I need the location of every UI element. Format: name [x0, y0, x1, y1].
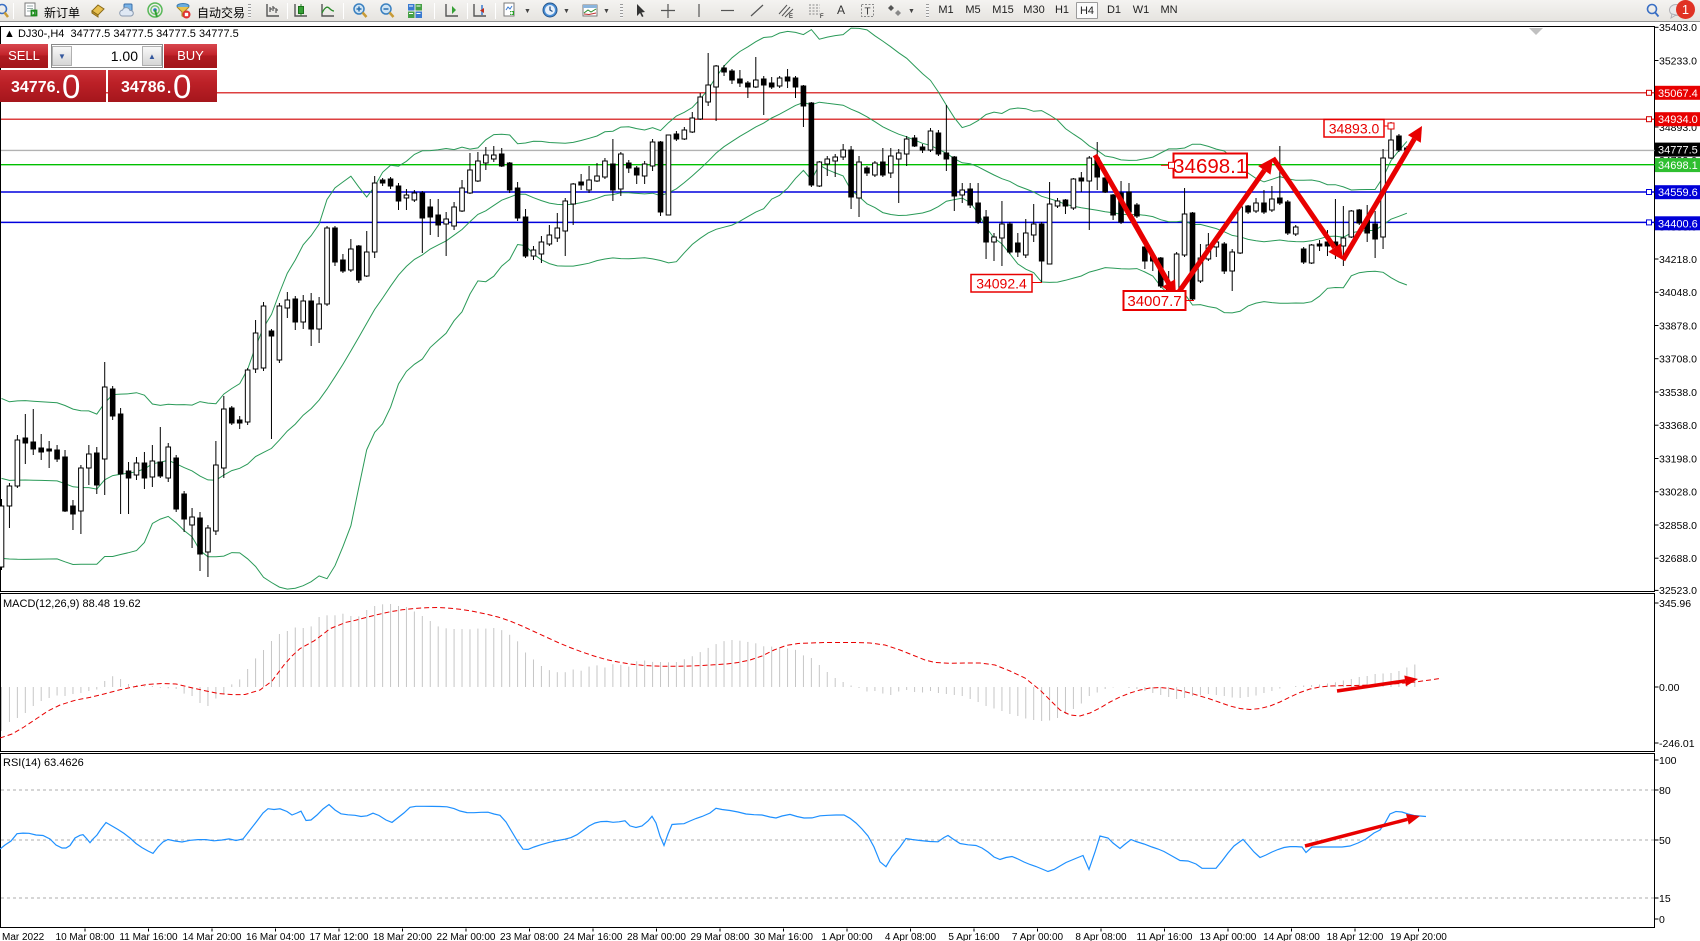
- svg-text:34400.6: 34400.6: [1658, 218, 1698, 230]
- svg-text:23 Mar 08:00: 23 Mar 08:00: [500, 932, 559, 941]
- svg-text:345.96: 345.96: [1659, 598, 1691, 610]
- svg-text:T: T: [865, 7, 871, 18]
- svg-text:10 Mar 08:00: 10 Mar 08:00: [56, 932, 115, 941]
- svg-text:30 Mar 16:00: 30 Mar 16:00: [754, 932, 813, 941]
- svg-text:13 Apr 00:00: 13 Apr 00:00: [1200, 932, 1257, 941]
- svg-text:33198.0: 33198.0: [1659, 453, 1697, 465]
- svg-text:1 Apr 00:00: 1 Apr 00:00: [821, 932, 873, 941]
- svg-text:34048.0: 34048.0: [1659, 287, 1697, 299]
- svg-text:32523.0: 32523.0: [1659, 585, 1697, 597]
- svg-text:11 Apr 16:00: 11 Apr 16:00: [1137, 932, 1193, 941]
- svg-text:34559.6: 34559.6: [1658, 187, 1698, 199]
- svg-text:33708.0: 33708.0: [1659, 354, 1697, 366]
- svg-text:32858.0: 32858.0: [1659, 520, 1697, 532]
- svg-text:28 Mar 00:00: 28 Mar 00:00: [627, 932, 686, 941]
- svg-text:34777.5: 34777.5: [1658, 145, 1698, 157]
- svg-text:33368.0: 33368.0: [1659, 420, 1697, 432]
- svg-text:14 Mar 20:00: 14 Mar 20:00: [183, 932, 242, 941]
- svg-text:34007.7: 34007.7: [1127, 293, 1181, 310]
- svg-text:34218.0: 34218.0: [1659, 254, 1697, 266]
- svg-text:16 Mar 04:00: 16 Mar 04:00: [246, 932, 305, 941]
- svg-text:5 Apr 16:00: 5 Apr 16:00: [948, 932, 1000, 941]
- svg-text:29 Mar 08:00: 29 Mar 08:00: [691, 932, 750, 941]
- svg-text:18 Apr 12:00: 18 Apr 12:00: [1327, 932, 1384, 941]
- svg-text:17 Mar 12:00: 17 Mar 12:00: [310, 932, 369, 941]
- svg-text:33878.0: 33878.0: [1659, 320, 1697, 332]
- svg-text:RSI(14) 63.4626: RSI(14) 63.4626: [3, 757, 84, 769]
- svg-text:34934.0: 34934.0: [1658, 114, 1698, 126]
- svg-text:24 Mar 16:00: 24 Mar 16:00: [564, 932, 623, 941]
- svg-text:MACD(12,26,9) 88.48 19.62: MACD(12,26,9) 88.48 19.62: [3, 598, 141, 610]
- svg-text:34698.1: 34698.1: [1658, 160, 1698, 172]
- svg-text:7 Apr 00:00: 7 Apr 00:00: [1012, 932, 1064, 941]
- svg-text:33538.0: 33538.0: [1659, 387, 1697, 399]
- svg-text:E: E: [789, 14, 793, 20]
- svg-text:0: 0: [1659, 914, 1665, 926]
- svg-text:0.00: 0.00: [1659, 682, 1680, 694]
- svg-text:8 Apr 08:00: 8 Apr 08:00: [1075, 932, 1127, 941]
- svg-text:Mar 2022: Mar 2022: [2, 932, 45, 941]
- svg-text:35067.4: 35067.4: [1658, 88, 1698, 100]
- svg-text:F: F: [820, 14, 824, 20]
- svg-text:-246.01: -246.01: [1659, 738, 1695, 750]
- svg-text:18 Mar 20:00: 18 Mar 20:00: [373, 932, 432, 941]
- svg-text:50: 50: [1659, 835, 1671, 847]
- svg-text:34092.4: 34092.4: [976, 275, 1027, 291]
- svg-text:11 Mar 16:00: 11 Mar 16:00: [119, 932, 178, 941]
- svg-text:35403.0: 35403.0: [1659, 22, 1697, 34]
- svg-text:34698.1: 34698.1: [1173, 155, 1247, 178]
- svg-text:14 Apr 08:00: 14 Apr 08:00: [1263, 932, 1320, 941]
- svg-text:80: 80: [1659, 785, 1671, 797]
- svg-text:32688.0: 32688.0: [1659, 553, 1697, 565]
- svg-text:22 Mar 00:00: 22 Mar 00:00: [437, 932, 496, 941]
- svg-text:35233.0: 35233.0: [1659, 55, 1697, 67]
- svg-text:4 Apr 08:00: 4 Apr 08:00: [885, 932, 937, 941]
- svg-text:33028.0: 33028.0: [1659, 487, 1697, 499]
- svg-text:19 Apr 20:00: 19 Apr 20:00: [1390, 932, 1447, 941]
- svg-text:100: 100: [1659, 755, 1677, 767]
- svg-text:34893.0: 34893.0: [1329, 120, 1380, 136]
- svg-text:15: 15: [1659, 893, 1671, 905]
